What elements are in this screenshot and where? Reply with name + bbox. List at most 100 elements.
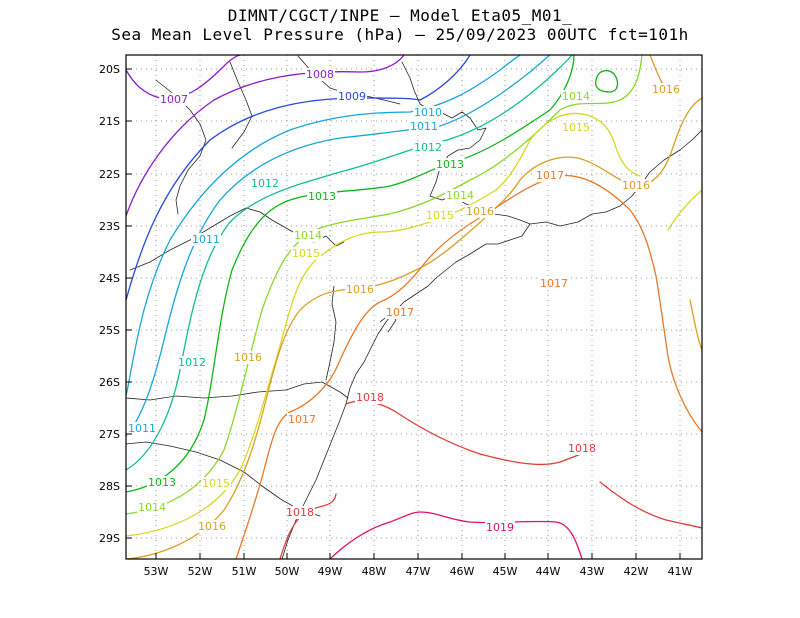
longitude-labels: 53W 52W 51W 50W 49W 48W 47W 46W 45W 44W … (144, 565, 693, 578)
contour-label: 1015 (426, 209, 454, 222)
lon-label: 51W (232, 565, 257, 578)
contour-label-bg (250, 177, 280, 190)
lon-label: 44W (536, 565, 561, 578)
title-line-2: Sea Mean Level Pressure (hPa) — 25/09/20… (111, 25, 689, 44)
contour-label: 1014 (138, 501, 166, 514)
lat-label: 22S (99, 168, 120, 181)
lon-label: 52W (188, 565, 213, 578)
contour-label: 1014 (294, 229, 322, 242)
contour-label: 1015 (202, 477, 230, 490)
contour-label-bg (137, 501, 167, 514)
contour-label-bg (385, 306, 415, 319)
lon-label: 53W (144, 565, 169, 578)
lon-label: 41W (668, 565, 693, 578)
contour-label: 1017 (288, 413, 316, 426)
contour-label-bg (409, 120, 439, 133)
contour-label: 1014 (446, 189, 474, 202)
contour-label: 1017 (386, 306, 414, 319)
contour-label-bg (305, 68, 335, 81)
lon-label: 49W (318, 565, 343, 578)
lat-label: 26S (99, 376, 120, 389)
lon-label: 43W (580, 565, 605, 578)
contour-label-bg (291, 247, 321, 260)
contour-label-bg (191, 233, 221, 246)
plot-frame (125, 54, 703, 560)
contour-label-bg (285, 506, 315, 519)
contour-label-bg (445, 189, 475, 202)
contour-label: 1017 (536, 169, 564, 182)
isobar-1019 (329, 511, 583, 559)
lat-label: 27S (99, 428, 120, 441)
contour-label-bg (535, 169, 565, 182)
contour-label-bg (147, 476, 177, 489)
contour-label: 1016 (198, 520, 226, 533)
contour-label: 1017 (540, 277, 568, 290)
contour-label-bg (435, 158, 465, 171)
isobar-1009 (126, 55, 471, 301)
contour-label: 1016 (622, 179, 650, 192)
isobar-1010 (126, 55, 521, 397)
contour-label: 1011 (192, 233, 220, 246)
axis-ticks (126, 68, 681, 559)
title-line-1: DIMNT/CGCT/INPE — Model Eta05_M01_ (227, 6, 573, 25)
contour-labels: 1007 1008 1009 1010 1011 1011 1011 1012 … (127, 68, 681, 534)
isobar-1011 (126, 55, 551, 437)
contour-label: 1008 (306, 68, 334, 81)
grid (126, 55, 702, 559)
contour-label: 1016 (234, 351, 262, 364)
contour-label-bg (355, 391, 385, 404)
isobar-1007 (126, 55, 241, 100)
contour-label-bg (307, 190, 337, 203)
lon-label: 42W (624, 565, 649, 578)
contour-label-bg (127, 422, 157, 435)
lat-label: 24S (99, 272, 120, 285)
contour-label: 1016 (652, 83, 680, 96)
lat-label: 23S (99, 220, 120, 233)
lon-label: 46W (450, 565, 475, 578)
contour-label: 1015 (562, 121, 590, 134)
contour-label: 1013 (308, 190, 336, 203)
contour-label-bg (233, 351, 263, 364)
contour-label-bg (177, 356, 207, 369)
isobar-1008 (126, 55, 405, 217)
contour-label-bg (413, 141, 443, 154)
lon-label: 45W (493, 565, 518, 578)
contour-label: 1012 (414, 141, 442, 154)
lat-label: 28S (99, 480, 120, 493)
contour-label: 1012 (178, 356, 206, 369)
contour-label-bg (197, 520, 227, 533)
contour-label: 1013 (436, 158, 464, 171)
lat-label: 21S (99, 115, 120, 128)
contour-label-bg (651, 83, 681, 96)
contour-label-bg (561, 121, 591, 134)
contour-label: 1011 (410, 120, 438, 133)
isobar-1015 (126, 112, 702, 537)
contour-label-bg (465, 205, 495, 218)
contour-label: 1018 (356, 391, 384, 404)
contour-label-bg (345, 283, 375, 296)
contour-label: 1010 (414, 106, 442, 119)
contour-label-bg (561, 90, 591, 103)
isobar-1012 (126, 55, 573, 471)
lon-label: 47W (406, 565, 431, 578)
lon-label: 48W (362, 565, 387, 578)
isobar-1017 (235, 174, 702, 559)
contour-label: 1015 (292, 247, 320, 260)
contour-label: 1016 (346, 283, 374, 296)
contour-label: 1013 (148, 476, 176, 489)
contour-label-bg (159, 93, 189, 106)
contour-label: 1014 (562, 90, 590, 103)
lat-label: 25S (99, 324, 120, 337)
contour-label: 1011 (128, 422, 156, 435)
isobar-1018 (279, 400, 702, 559)
contour-label-bg (413, 106, 443, 119)
lat-label: 29S (99, 532, 120, 545)
lat-label: 20S (99, 63, 120, 76)
isobar-1014 (126, 55, 643, 515)
contour-label-bg (201, 477, 231, 490)
contour-label-bg (337, 90, 367, 103)
contour-label-bg (621, 179, 651, 192)
contour-label: 1016 (466, 205, 494, 218)
latitude-labels: 20S 21S 22S 23S 24S 25S 26S 27S 28S 29S (99, 63, 120, 545)
